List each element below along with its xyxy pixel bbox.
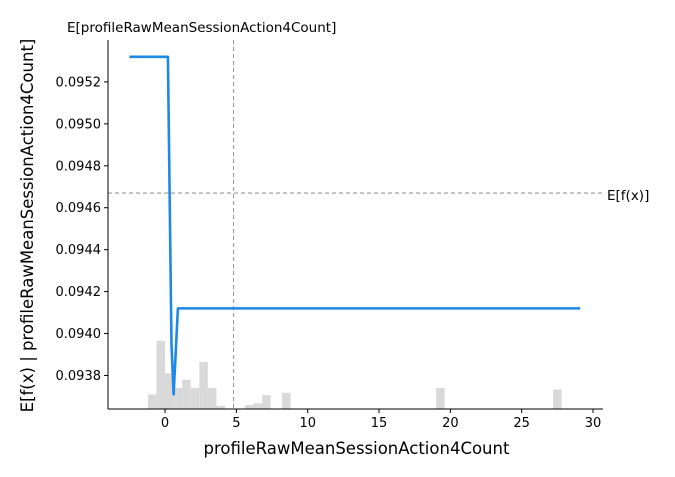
y-tick-label: 0.0940	[56, 327, 102, 342]
y-tick-label: 0.0942	[56, 285, 102, 300]
x-tick-label: 30	[585, 416, 602, 431]
histogram-bar-12	[282, 392, 291, 409]
histogram-bar-10	[253, 403, 263, 409]
histogram-bar-7	[207, 387, 217, 409]
y-tick-label: 0.0946	[56, 201, 102, 216]
expected-value-label: E[f(x)]	[607, 188, 649, 204]
x-tick-label: 5	[232, 416, 240, 431]
histogram-bar-8	[216, 405, 225, 409]
x-tick-label: 0	[161, 416, 169, 431]
histogram	[147, 340, 562, 409]
histogram-bar-0	[147, 394, 157, 409]
x-tick-label: 15	[371, 416, 388, 431]
x-axis-label: profileRawMeanSessionAction4Count	[204, 439, 510, 458]
histogram-bar-3	[173, 387, 183, 409]
y-tick-label: 0.0938	[56, 369, 102, 384]
x-tick-label: 10	[299, 416, 316, 431]
histogram-bar-6	[199, 361, 208, 409]
histogram-bar-4	[182, 379, 191, 409]
histogram-bar-9	[244, 404, 254, 409]
y-ticks: 0.0938 0.0940 0.0942 0.0944 0.0946 0.0948 0.09…	[56, 75, 108, 384]
y-tick-label: 0.0944	[56, 243, 102, 258]
histogram-bar-11	[262, 395, 271, 409]
y-tick-label: 0.0950	[56, 117, 102, 132]
histogram-bar-14	[553, 389, 562, 409]
y-tick-label: 0.0948	[56, 159, 102, 174]
x-ticks: 0 5 10 15 20 25 30	[161, 409, 601, 431]
x-tick-label: 20	[442, 416, 459, 431]
x-tick-label: 25	[513, 416, 530, 431]
histogram-bar-2	[165, 373, 174, 409]
histogram-bar-5	[190, 387, 200, 409]
dependence-line	[129, 55, 581, 396]
y-axis-label: E[f(x) | profileRawMeanSessionAction4Cou…	[18, 39, 37, 413]
feature-expected-label: E[profileRawMeanSessionAction4Count]	[67, 20, 336, 36]
y-tick-label: 0.0952	[56, 75, 102, 90]
histogram-bar-1	[156, 340, 166, 409]
histogram-bar-13	[436, 387, 445, 409]
